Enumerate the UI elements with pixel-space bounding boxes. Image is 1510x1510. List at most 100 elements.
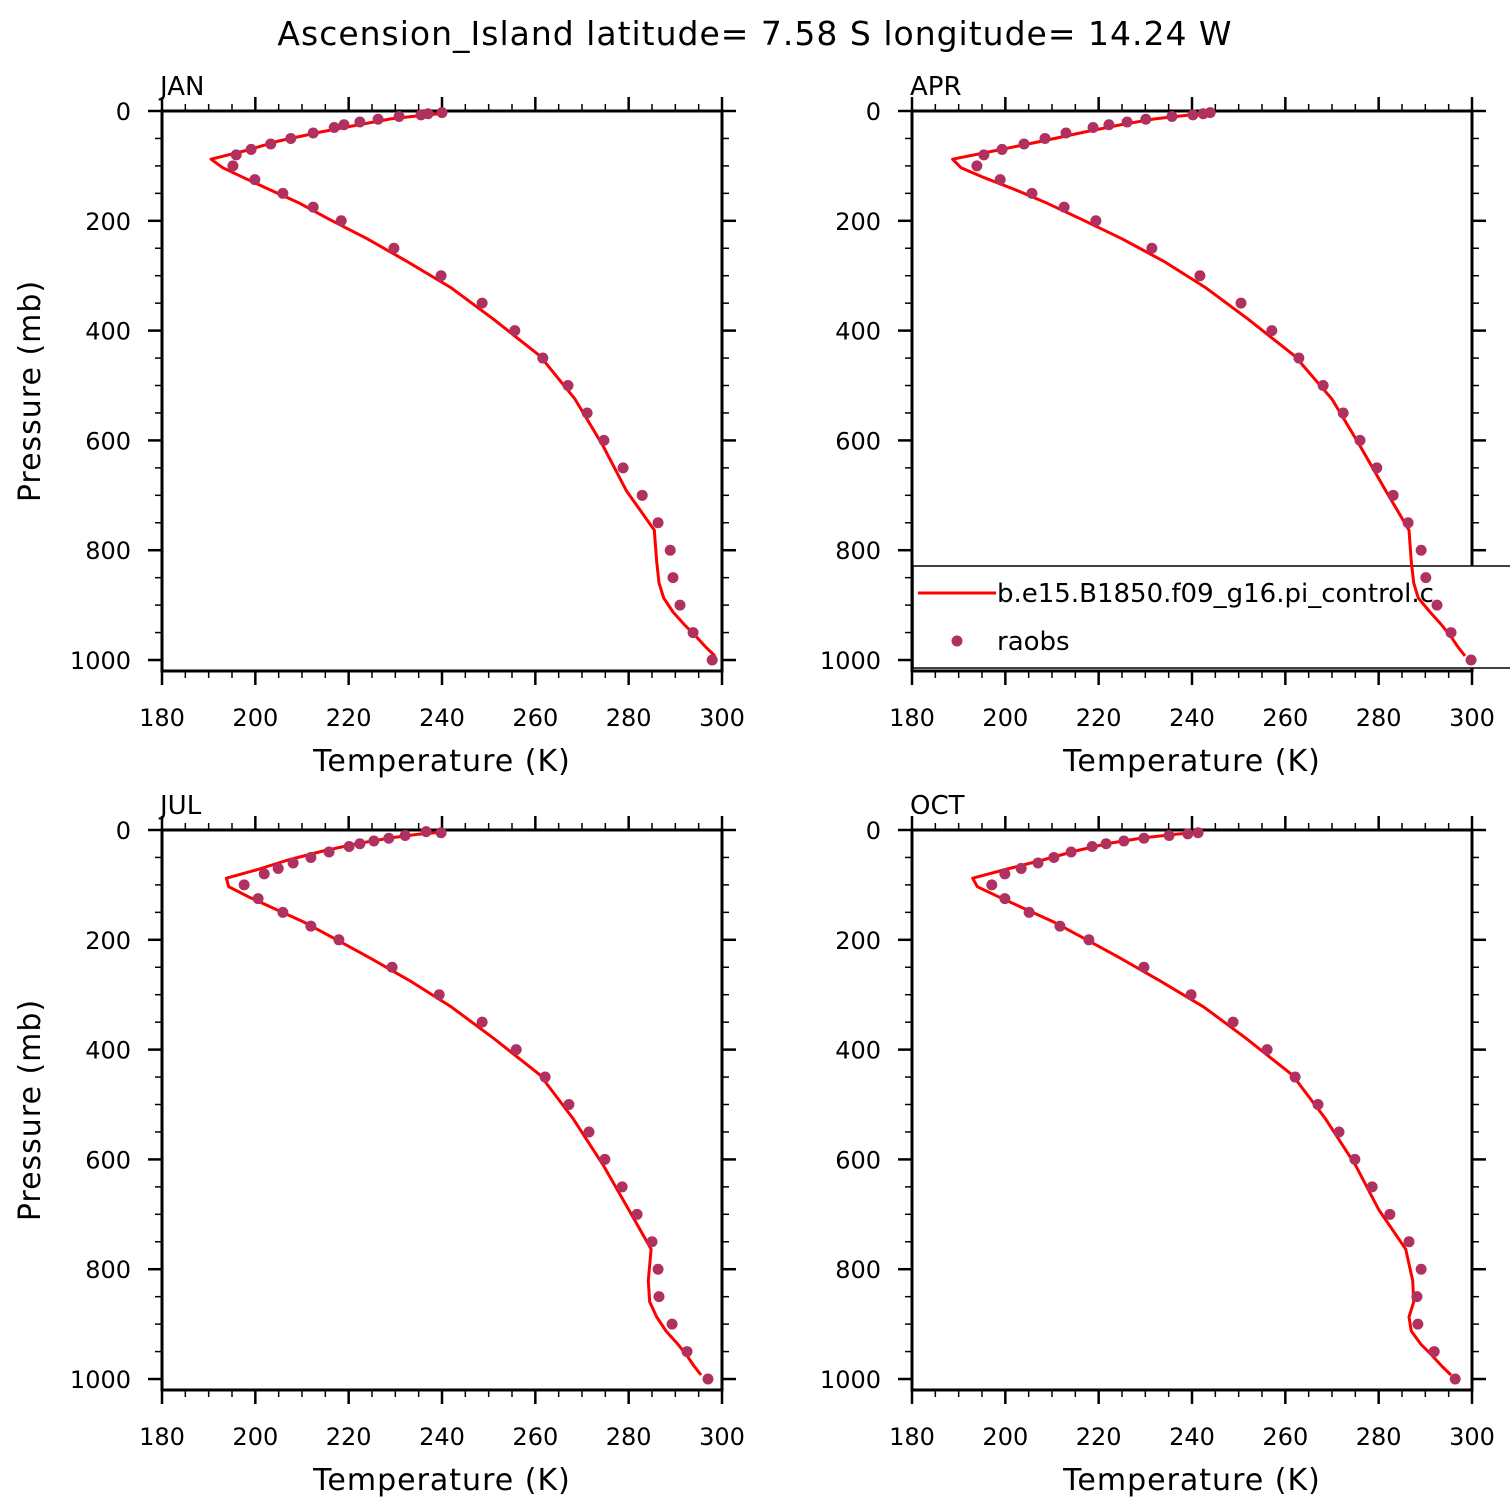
- raobs-point: [305, 851, 317, 863]
- legend: b.e15.B1850.f09_g16.pi_control.c raobs: [912, 565, 1510, 669]
- raobs-point: [476, 297, 488, 309]
- raobs-point: [245, 143, 257, 155]
- raobs-point: [1449, 1373, 1461, 1385]
- raobs-point: [1039, 132, 1051, 144]
- raobs-point: [1185, 989, 1197, 1001]
- raobs-point: [1431, 599, 1443, 611]
- raobs-point: [1293, 352, 1305, 364]
- raobs-point: [436, 107, 448, 119]
- raobs-point: [1366, 1181, 1378, 1193]
- raobs-point: [994, 174, 1006, 186]
- raobs-point: [386, 961, 398, 973]
- raobs-point: [1266, 325, 1278, 337]
- raobs-point: [681, 1346, 693, 1358]
- raobs-point: [230, 149, 242, 161]
- raobs-point: [252, 893, 264, 905]
- x-axis-title: Temperature (K): [312, 744, 571, 779]
- raobs-point: [562, 380, 574, 392]
- raobs-point: [372, 113, 384, 125]
- raobs-point: [1412, 1318, 1424, 1330]
- raobs-point: [265, 138, 277, 150]
- raobs-point: [1032, 857, 1044, 869]
- x-tick-label: 220: [326, 1423, 372, 1451]
- y-axis-title: Pressure (mb): [13, 999, 48, 1221]
- raobs-point: [1048, 851, 1060, 863]
- panel-data-apr: [951, 107, 1477, 666]
- model-profile-line: [224, 830, 703, 1376]
- panel-data-jul: [224, 826, 714, 1385]
- raobs-point: [1103, 119, 1115, 131]
- raobs-point: [986, 879, 998, 891]
- raobs-point: [1090, 215, 1102, 227]
- panel-month-label: JUL: [158, 791, 202, 821]
- raobs-point: [1015, 862, 1027, 874]
- x-tick-label: 300: [699, 1423, 745, 1451]
- raobs-point: [435, 827, 447, 839]
- raobs-point: [1054, 920, 1066, 932]
- legend-obs-marker: [951, 635, 963, 647]
- panel-month-label: OCT: [910, 791, 965, 821]
- raobs-point: [664, 544, 676, 556]
- raobs-point: [277, 906, 289, 918]
- raobs-point: [1384, 1208, 1396, 1220]
- raobs-point: [674, 599, 686, 611]
- x-tick-label: 220: [1076, 704, 1122, 732]
- raobs-point: [646, 1236, 658, 1248]
- raobs-point: [258, 868, 270, 880]
- raobs-point: [272, 862, 284, 874]
- raobs-point: [307, 201, 319, 213]
- raobs-point: [227, 160, 239, 172]
- y-tick-label: 200: [835, 208, 881, 236]
- raobs-point: [687, 627, 699, 639]
- raobs-point: [563, 1099, 575, 1111]
- x-tick-label: 280: [1356, 1423, 1402, 1451]
- raobs-point: [343, 840, 355, 852]
- raobs-point: [1445, 627, 1457, 639]
- x-tick-label: 300: [1449, 704, 1495, 732]
- panel-jan: 180 200 220 240 260 280 300 0 200 400 600 800 1000 JA…: [13, 72, 745, 779]
- raobs-point: [1140, 113, 1152, 125]
- y-tick-label: 200: [835, 927, 881, 955]
- panel-month-label: JAN: [158, 72, 204, 102]
- raobs-point: [1333, 1126, 1345, 1138]
- x-tick-label: 260: [1262, 1423, 1308, 1451]
- x-tick-label: 240: [1169, 1423, 1215, 1451]
- raobs-point: [1289, 1071, 1301, 1083]
- y-tick-label: 200: [85, 927, 131, 955]
- raobs-point: [433, 989, 445, 1001]
- x-tick-label: 180: [889, 704, 935, 732]
- y-tick-label: 1000: [820, 1366, 881, 1394]
- raobs-point: [238, 879, 250, 891]
- raobs-point: [702, 1373, 714, 1385]
- x-tick-label: 240: [419, 1423, 465, 1451]
- x-tick-label: 180: [889, 1423, 935, 1451]
- raobs-point: [1182, 828, 1194, 840]
- panel-data-jan: [209, 107, 718, 666]
- y-tick-label: 800: [835, 537, 881, 565]
- raobs-point: [328, 121, 340, 133]
- x-axis-title: Temperature (K): [1062, 744, 1321, 779]
- panel-apr: 180 200 220 240 260 280 300 0 200 400 600 800 1000 AP…: [820, 72, 1495, 779]
- raobs-point: [1187, 109, 1199, 121]
- raobs-point: [1087, 121, 1099, 133]
- raobs-point: [978, 149, 990, 161]
- raobs-point: [537, 352, 549, 364]
- raobs-point: [305, 920, 317, 932]
- raobs-point: [996, 143, 1008, 155]
- raobs-point: [287, 857, 299, 869]
- raobs-point: [415, 109, 427, 121]
- model-profile-line: [971, 830, 1453, 1377]
- y-tick-label: 0: [866, 98, 881, 126]
- y-tick-label: 800: [85, 1256, 131, 1284]
- raobs-point: [1086, 840, 1098, 852]
- raobs-point: [354, 838, 366, 850]
- x-tick-label: 300: [699, 704, 745, 732]
- x-axis-title: Temperature (K): [1062, 1463, 1321, 1498]
- raobs-point: [1058, 201, 1070, 213]
- raobs-point: [539, 1071, 551, 1083]
- raobs-point: [1235, 297, 1247, 309]
- y-tick-label: 0: [116, 817, 131, 845]
- y-tick-label: 600: [85, 1146, 131, 1174]
- raobs-point: [1411, 1291, 1423, 1303]
